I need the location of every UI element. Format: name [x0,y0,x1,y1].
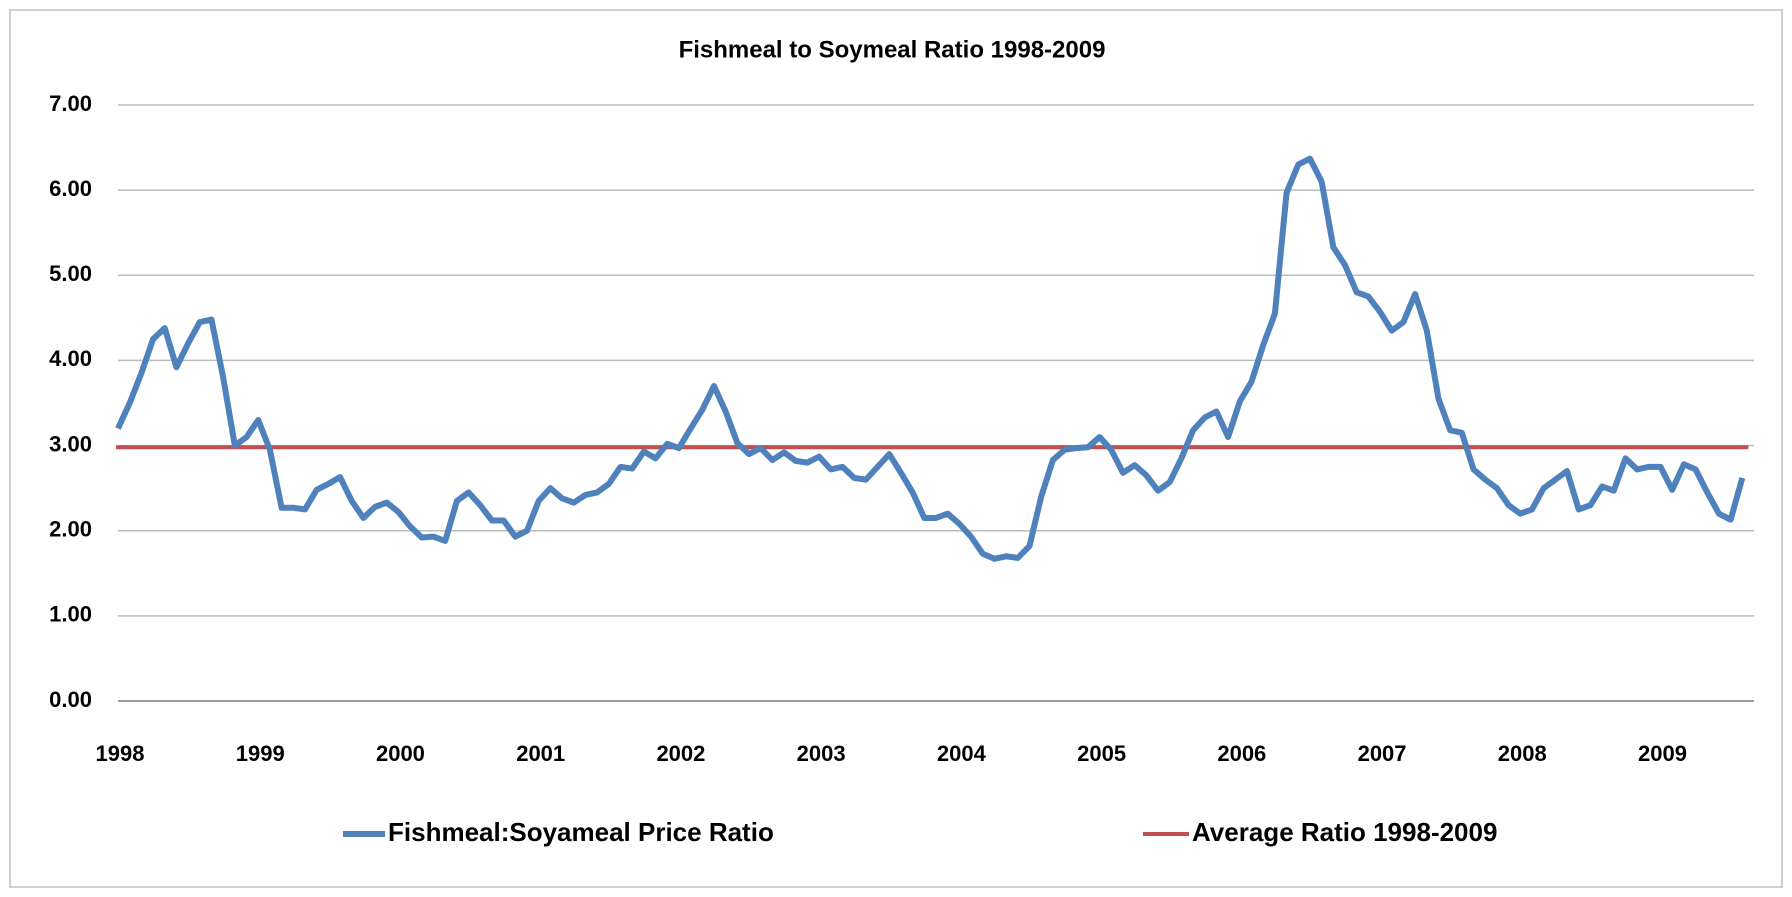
y-tick-label: 7.00 [49,91,92,116]
legend-label: Fishmeal:Soyameal Price Ratio [388,817,774,847]
x-tick-label: 2003 [797,741,846,766]
y-tick-label: 5.00 [49,261,92,286]
x-tick-label: 2002 [656,741,705,766]
x-tick-label: 2006 [1217,741,1266,766]
x-tick-label: 1998 [96,741,145,766]
y-tick-label: 6.00 [49,176,92,201]
chart-title: Fishmeal to Soymeal Ratio 1998-2009 [679,36,1106,63]
x-tick-label: 1999 [236,741,285,766]
legend-label: Average Ratio 1998-2009 [1192,817,1497,847]
x-tick-label: 2008 [1498,741,1547,766]
x-tick-label: 2004 [937,741,987,766]
x-tick-label: 2005 [1077,741,1126,766]
x-tick-label: 2001 [516,741,565,766]
x-tick-label: 2000 [376,741,425,766]
y-tick-label: 2.00 [49,517,92,542]
y-tick-label: 3.00 [49,431,92,456]
x-tick-label: 2009 [1638,741,1687,766]
y-tick-label: 1.00 [49,602,92,627]
series-line [115,155,1746,562]
y-tick-label: 4.00 [49,346,92,371]
y-tick-label: 0.00 [49,687,92,712]
x-tick-label: 2007 [1358,741,1407,766]
